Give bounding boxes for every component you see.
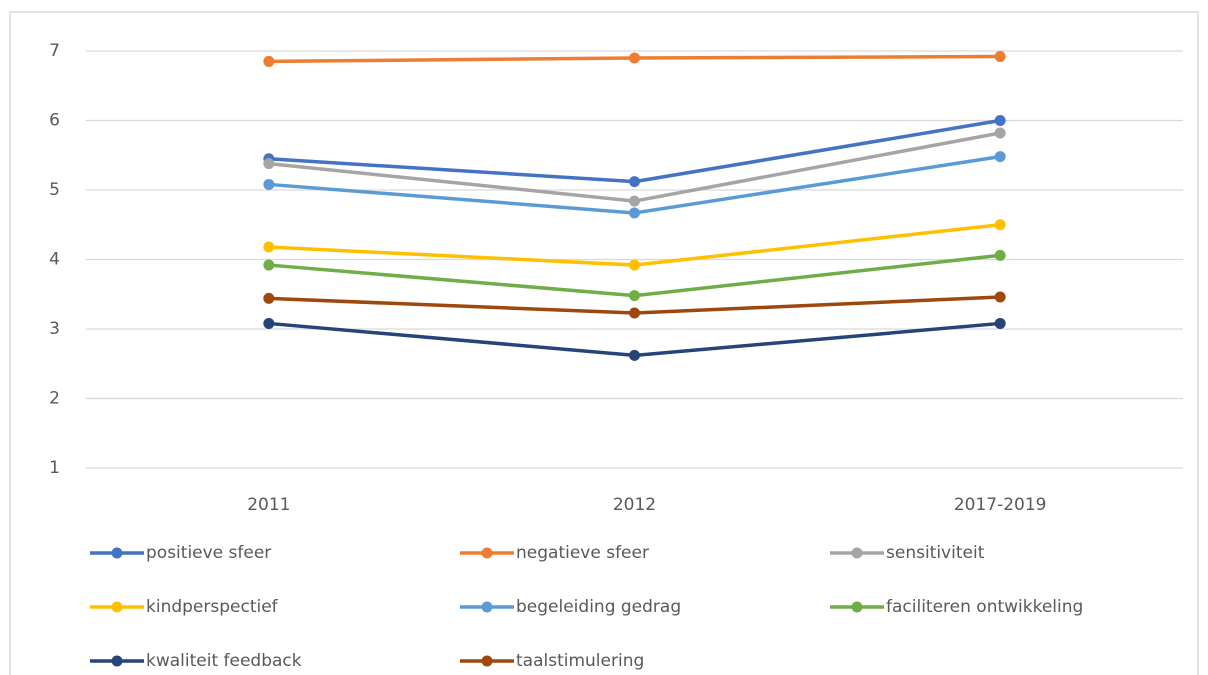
y-tick-label: 6 xyxy=(49,111,60,131)
marker xyxy=(994,127,1006,139)
y-tick-label: 7 xyxy=(49,41,60,61)
legend-label: kwaliteit feedback xyxy=(146,651,302,671)
legend-label: positieve sfeer xyxy=(146,543,271,563)
legend-marker xyxy=(481,655,493,667)
marker xyxy=(629,176,640,188)
marker xyxy=(263,259,275,271)
legend-marker xyxy=(111,547,123,559)
marker xyxy=(994,291,1006,303)
marker xyxy=(263,178,275,190)
marker xyxy=(994,51,1006,63)
marker xyxy=(629,259,640,271)
legend-label: begeleiding gedrag xyxy=(516,597,681,617)
y-tick-label: 4 xyxy=(49,250,60,270)
y-tick-label: 2 xyxy=(49,389,60,409)
x-tick-label: 2011 xyxy=(247,495,290,515)
marker xyxy=(263,317,275,329)
marker xyxy=(263,55,275,67)
y-tick-label: 3 xyxy=(49,319,60,339)
marker xyxy=(629,290,640,302)
legend-label: sensitiviteit xyxy=(886,543,985,563)
marker xyxy=(263,158,275,170)
legend-marker xyxy=(111,601,123,613)
marker xyxy=(629,307,640,319)
marker xyxy=(994,249,1006,261)
legend-label: negatieve sfeer xyxy=(516,543,649,563)
marker xyxy=(994,151,1006,163)
x-tick-label: 2012 xyxy=(613,495,656,515)
marker xyxy=(629,195,640,207)
legend-marker xyxy=(851,601,863,613)
legend-label: kindperspectief xyxy=(146,597,279,617)
y-tick-label: 1 xyxy=(49,458,60,478)
x-tick-label: 2017-2019 xyxy=(954,495,1047,515)
legend-marker xyxy=(481,601,493,613)
marker xyxy=(629,52,640,64)
y-tick-label: 5 xyxy=(49,180,60,200)
marker xyxy=(994,317,1006,329)
legend-marker xyxy=(111,655,123,667)
marker xyxy=(263,292,275,304)
marker xyxy=(994,115,1006,126)
legend-label: taalstimulering xyxy=(516,651,644,671)
chart-border xyxy=(9,11,1199,675)
legend-marker xyxy=(481,547,493,559)
legend-marker xyxy=(851,547,863,559)
marker xyxy=(994,219,1006,231)
marker xyxy=(629,349,640,361)
legend-label: faciliteren ontwikkeling xyxy=(886,597,1083,617)
marker xyxy=(263,241,275,253)
marker xyxy=(629,207,640,219)
